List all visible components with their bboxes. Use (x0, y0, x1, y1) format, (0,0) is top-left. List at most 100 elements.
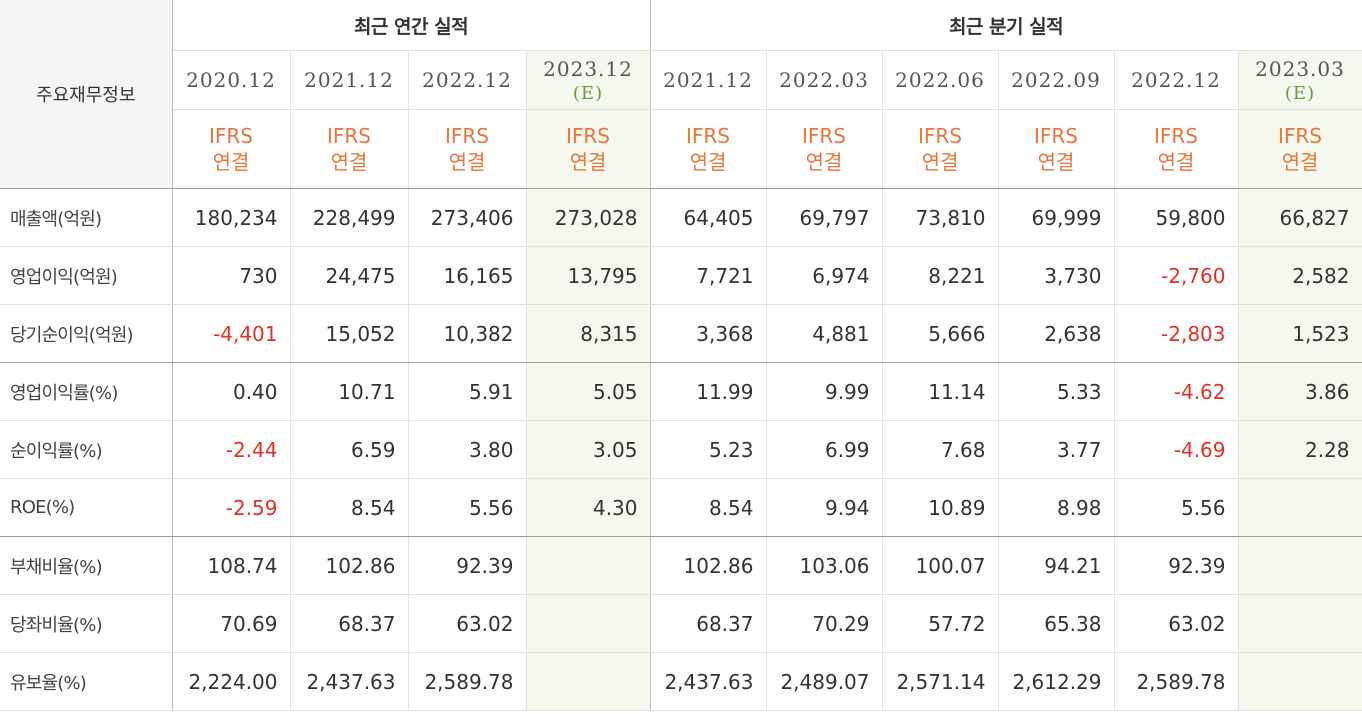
period-label: 2022.06 (895, 68, 985, 92)
table-cell: -2,803 (1114, 304, 1239, 363)
period-label: 2021.12 (304, 68, 394, 92)
table-cell: 11.99 (650, 362, 767, 421)
table-cell: 68.37 (290, 594, 409, 653)
table-cell: 108.74 (172, 536, 291, 595)
ifrs-text: IFRS (686, 124, 730, 148)
table-cell: 57.72 (882, 594, 999, 653)
table-cell: 273,406 (408, 188, 527, 247)
table-cell: 10.71 (290, 362, 409, 421)
table-cell (526, 536, 651, 595)
row-label: 당기순이익(억원) (0, 304, 173, 363)
consolidated-text: 연결 (921, 150, 959, 174)
table-cell: 3,730 (998, 246, 1115, 305)
period-header: 2020.12 (172, 50, 291, 110)
table-cell: 94.21 (998, 536, 1115, 595)
period-label: 2022.09 (1011, 68, 1101, 92)
table-cell: 8.98 (998, 478, 1115, 537)
ifrs-consolidated-label: IFRS 연결 (1238, 109, 1362, 189)
period-header: 2022.03 (766, 50, 883, 110)
table-cell: 3,368 (650, 304, 767, 363)
table-cell: 70.29 (766, 594, 883, 653)
table-cell: 102.86 (290, 536, 409, 595)
table-cell: 3.80 (408, 420, 527, 479)
table-cell: 8,221 (882, 246, 999, 305)
table-row: 영업이익률(%) 0.40 10.71 5.91 5.05 11.99 9.99 11.14 5… (0, 362, 1362, 421)
table-cell: 228,499 (290, 188, 409, 247)
table-cell: 4,881 (766, 304, 883, 363)
table-cell: 5,666 (882, 304, 999, 363)
period-header: 2022.12 (1114, 50, 1239, 110)
table-cell: 1,523 (1238, 304, 1362, 363)
table-cell: 7,721 (650, 246, 767, 305)
table-row: 매출액(억원) 180,234 228,499 273,406 273,028 64,40… (0, 188, 1362, 247)
table-cell: 10,382 (408, 304, 527, 363)
table-cell: 11.14 (882, 362, 999, 421)
ifrs-header-row: IFRS 연결 IFRS 연결 IFRS 연결 IFRS 연결 IFRS 연결 IFRS 연결 IFRS… (0, 109, 1362, 189)
ifrs-consolidated-label: IFRS 연결 (766, 109, 883, 189)
table-cell: 100.07 (882, 536, 999, 595)
table-cell: 9.99 (766, 362, 883, 421)
table-cell: 2,638 (998, 304, 1115, 363)
table-cell (526, 652, 651, 711)
period-label: 2020.12 (186, 68, 276, 92)
ifrs-consolidated-label: IFRS 연결 (998, 109, 1115, 189)
table-cell: 24,475 (290, 246, 409, 305)
consolidated-text: 연결 (569, 150, 607, 174)
period-label: 2023.12 (543, 56, 633, 81)
table-cell: 2.28 (1238, 420, 1362, 479)
ifrs-consolidated-label: IFRS 연결 (526, 109, 651, 189)
table-cell: 2,571.14 (882, 652, 999, 711)
table-cell: 3.86 (1238, 362, 1362, 421)
consolidated-text: 연결 (1281, 150, 1319, 174)
table-cell (1238, 594, 1362, 653)
table-row: 당좌비율(%) 70.69 68.37 63.02 68.37 70.29 57.72 65.… (0, 594, 1362, 653)
consolidated-text: 연결 (689, 150, 727, 174)
table-cell: -2.59 (172, 478, 291, 537)
table-cell: 2,437.63 (650, 652, 767, 711)
table-cell: 2,582 (1238, 246, 1362, 305)
table-cell: 9.94 (766, 478, 883, 537)
row-label: ROE(%) (0, 478, 173, 537)
ifrs-consolidated-label: IFRS 연결 (650, 109, 767, 189)
table-cell: -4,401 (172, 304, 291, 363)
period-header-row: 2020.12 2021.12 2022.12 2023.12 (E) 2021.12 20… (0, 50, 1362, 110)
table-cell: -2.44 (172, 420, 291, 479)
table-cell: 2,489.07 (766, 652, 883, 711)
table-cell: 4.30 (526, 478, 651, 537)
table-cell (1238, 478, 1362, 537)
table-cell (526, 594, 651, 653)
table-cell: 8,315 (526, 304, 651, 363)
ifrs-text: IFRS (445, 124, 489, 148)
ifrs-consolidated-label: IFRS 연결 (882, 109, 999, 189)
table-cell: 73,810 (882, 188, 999, 247)
table-cell: 102.86 (650, 536, 767, 595)
row-label: 유보율(%) (0, 652, 173, 711)
table-cell: 2,437.63 (290, 652, 409, 711)
table-cell: 69,797 (766, 188, 883, 247)
row-label: 영업이익(억원) (0, 246, 173, 305)
period-label: 2021.12 (663, 68, 753, 92)
table-cell: 63.02 (1114, 594, 1239, 653)
row-label: 당좌비율(%) (0, 594, 173, 653)
table-cell: 6.59 (290, 420, 409, 479)
table-cell: 13,795 (526, 246, 651, 305)
period-label: 2022.12 (1131, 68, 1221, 92)
table-cell: 5.23 (650, 420, 767, 479)
table-cell (1238, 536, 1362, 595)
table-cell: 15,052 (290, 304, 409, 363)
ifrs-text: IFRS (802, 124, 846, 148)
annual-results-header: 최근 연간 실적 (172, 0, 651, 51)
table-cell: 2,589.78 (408, 652, 527, 711)
ifrs-consolidated-label: IFRS 연결 (408, 109, 527, 189)
consolidated-text: 연결 (1157, 150, 1195, 174)
ifrs-text: IFRS (327, 124, 371, 148)
estimate-mark: (E) (1284, 82, 1316, 104)
consolidated-text: 연결 (212, 150, 250, 174)
table-cell: 5.91 (408, 362, 527, 421)
table-cell: 2,589.78 (1114, 652, 1239, 711)
financial-rows: 매출액(억원) 180,234 228,499 273,406 273,028 64,40… (0, 188, 1362, 711)
table-cell: 66,827 (1238, 188, 1362, 247)
ifrs-text: IFRS (209, 124, 253, 148)
table-cell: 273,028 (526, 188, 651, 247)
